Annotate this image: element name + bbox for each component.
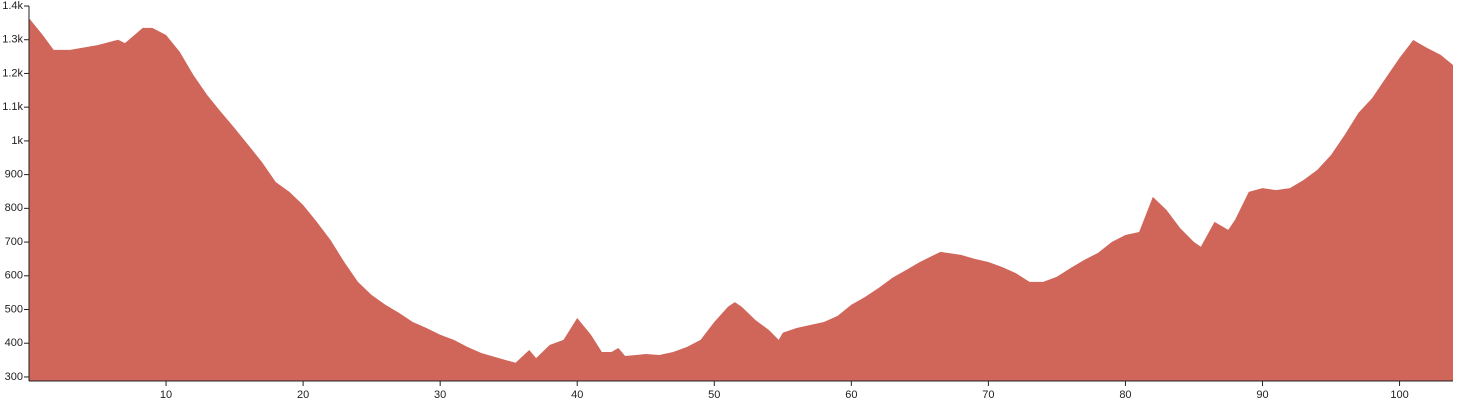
y-tick-label: 1k — [11, 135, 23, 147]
x-tick-label: 70 — [982, 389, 994, 401]
x-tick-label: 90 — [1256, 389, 1268, 401]
y-tick-label: 800 — [5, 202, 23, 214]
x-tick-label: 10 — [160, 389, 172, 401]
x-tick-label: 80 — [1119, 389, 1131, 401]
y-tick-label: 1.3k — [2, 34, 23, 46]
y-tick-label: 1.1k — [2, 101, 23, 113]
y-tick-label: 400 — [5, 337, 23, 349]
x-tick-label: 20 — [297, 389, 309, 401]
y-tick-label: 1.4k — [2, 0, 23, 12]
x-tick-label: 60 — [845, 389, 857, 401]
y-tick-label: 500 — [5, 303, 23, 315]
y-tick-label: 900 — [5, 169, 23, 181]
y-tick-label: 600 — [5, 270, 23, 282]
y-tick-label: 300 — [5, 371, 23, 383]
y-tick-label: 700 — [5, 236, 23, 248]
x-tick-label: 40 — [571, 389, 583, 401]
x-tick-label: 50 — [708, 389, 720, 401]
y-tick-label: 1.2k — [2, 67, 23, 79]
elevation-area — [29, 18, 1453, 381]
x-tick-label: 30 — [434, 389, 446, 401]
x-tick-label: 100 — [1390, 389, 1408, 401]
